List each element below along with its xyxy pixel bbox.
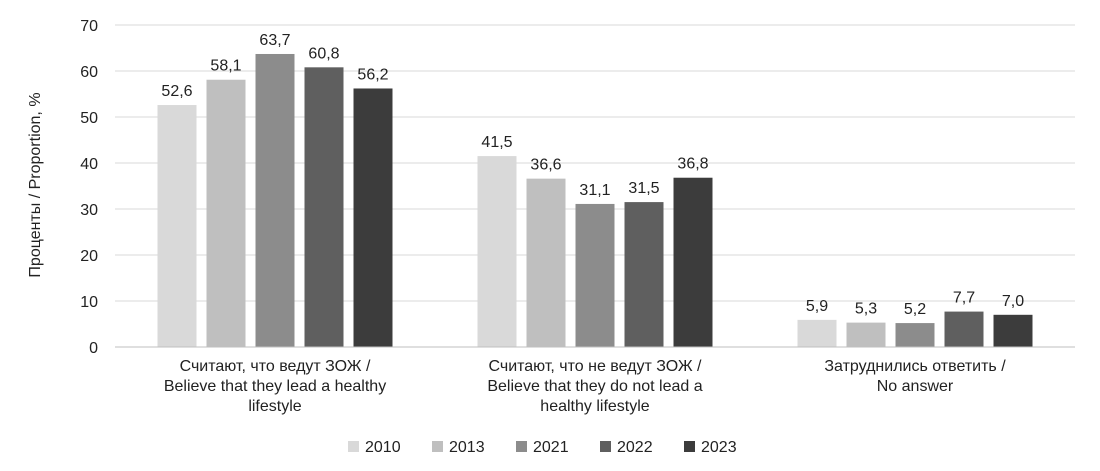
data-label: 36,6 <box>530 157 561 174</box>
bar-2023 <box>993 314 1033 347</box>
legend-swatch-2013 <box>432 441 443 452</box>
bar-2010 <box>157 105 197 347</box>
bar-2021 <box>895 323 935 347</box>
y-tick-label: 20 <box>80 248 98 265</box>
bar-2010 <box>477 156 517 347</box>
data-label: 31,1 <box>579 182 610 199</box>
legend-swatch-2021 <box>516 441 527 452</box>
category-label: lifestyle <box>248 398 301 415</box>
legend-label: 2010 <box>365 439 401 456</box>
data-label: 31,5 <box>628 180 659 197</box>
bar-2023 <box>673 177 713 347</box>
legend-swatch-2022 <box>600 441 611 452</box>
category-labels: Считают, что ведут ЗОЖ / Believe that the… <box>164 358 1006 415</box>
bar-2013 <box>846 322 886 347</box>
data-label: 7,7 <box>953 290 975 307</box>
legend-label: 2022 <box>617 439 653 456</box>
bar-2010 <box>797 319 837 347</box>
y-axis-title: Проценты / Proportion, % <box>27 92 44 277</box>
category-label: Считают, что не ведут ЗОЖ / <box>488 358 702 375</box>
category-label: Затруднились ответить / <box>824 358 1006 375</box>
data-label: 63,7 <box>259 32 290 49</box>
y-tick-label: 40 <box>80 156 98 173</box>
bar-2022 <box>624 202 664 347</box>
legend-swatch-2010 <box>348 441 359 452</box>
data-label: 5,3 <box>855 301 877 318</box>
data-labels: 52,6 58,1 63,7 60,8 56,2 41,5 36,6 31,1 31,5 36,8… <box>161 32 1024 318</box>
y-tick-label: 0 <box>89 340 98 357</box>
bar-2023 <box>353 88 393 347</box>
category-label: Believe that they do not lead a <box>487 378 702 395</box>
category-label: Считают, что ведут ЗОЖ / <box>180 358 371 375</box>
bar-2022 <box>944 311 984 347</box>
data-label: 60,8 <box>308 45 339 62</box>
legend-label: 2013 <box>449 439 485 456</box>
y-tick-label: 50 <box>80 110 98 127</box>
data-label: 36,8 <box>677 156 708 173</box>
legend-label: 2021 <box>533 439 569 456</box>
bars <box>157 53 1033 348</box>
category-label: healthy lifestyle <box>540 398 649 415</box>
data-label: 5,2 <box>904 301 926 318</box>
y-tick-label: 70 <box>80 18 98 35</box>
data-label: 56,2 <box>357 66 388 83</box>
data-label: 58,1 <box>210 58 241 75</box>
legend-label: 2023 <box>701 439 737 456</box>
legend-swatch-2023 <box>684 441 695 452</box>
data-label: 7,0 <box>1002 293 1024 310</box>
y-tick-label: 30 <box>80 202 98 219</box>
category-label: No answer <box>877 378 954 395</box>
bar-2022 <box>304 67 344 347</box>
y-tick-label: 10 <box>80 294 98 311</box>
y-axis-ticks: 0 10 20 30 40 50 60 70 <box>80 18 98 357</box>
bar-2021 <box>255 53 295 347</box>
bar-2013 <box>206 79 246 348</box>
legend: 2010 2013 2021 2022 2023 <box>348 439 737 456</box>
category-label: Believe that they lead a healthy <box>164 378 386 395</box>
bar-2013 <box>526 178 566 347</box>
y-tick-label: 60 <box>80 64 98 81</box>
data-label: 52,6 <box>161 83 192 100</box>
bar-2021 <box>575 203 615 347</box>
data-label: 5,9 <box>806 298 828 315</box>
data-label: 41,5 <box>481 134 512 151</box>
